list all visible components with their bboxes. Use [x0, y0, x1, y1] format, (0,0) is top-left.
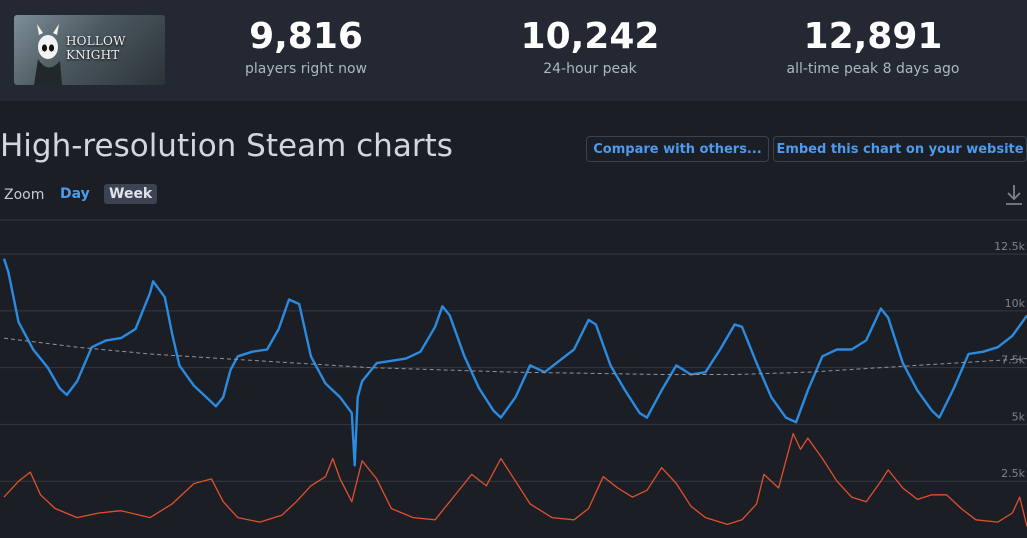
- stat-value: 10,242: [520, 16, 660, 57]
- chart-y-ticks: 2.5k 5k 7.5k 10k 12.5k: [994, 240, 1025, 480]
- stat-24h-peak: 10,242 24-hour peak: [490, 14, 690, 78]
- stat-value: 12,891: [803, 16, 943, 57]
- embed-chart-button[interactable]: Embed this chart on your website: [773, 136, 1027, 162]
- game-capsule-image[interactable]: HOLLOW KNIGHT: [14, 15, 165, 85]
- y-tick-label: 12.5k: [994, 240, 1025, 253]
- chart-series: [2, 258, 1027, 527]
- series-line-trend: [3, 337, 1027, 375]
- compare-button[interactable]: Compare with others...: [586, 136, 769, 162]
- y-tick-label: 10k: [1005, 297, 1026, 310]
- stat-players-now: 9,816 players right now: [206, 14, 406, 78]
- y-tick-label: 2.5k: [1001, 467, 1025, 480]
- capsule-logo-text: HOLLOW KNIGHT: [66, 34, 126, 62]
- chart-gridlines: [0, 219, 1027, 482]
- y-tick-label: 7.5k: [1001, 354, 1025, 367]
- stat-label: all-time peak 8 days ago: [786, 61, 960, 77]
- y-tick-label: 5k: [1012, 410, 1026, 423]
- series-line-secondary: [3, 432, 1027, 527]
- stat-label: 24-hour peak: [543, 61, 637, 77]
- chart-section-title: High-resolution Steam charts: [0, 128, 453, 164]
- zoom-label: Zoom: [4, 187, 45, 203]
- stat-all-time-peak: 12,891 all-time peak 8 days ago: [753, 14, 993, 78]
- series-line-players: [2, 258, 1027, 467]
- zoom-day-button[interactable]: Day: [60, 186, 90, 202]
- player-count-chart: 2.5k 5k 7.5k 10k 12.5k: [0, 219, 1027, 527]
- stat-label: players right now: [245, 61, 367, 77]
- knight-artwork: [34, 24, 62, 85]
- download-icon[interactable]: [1004, 183, 1024, 207]
- game-header-bar: HOLLOW KNIGHT 9,816 players right now 10…: [0, 0, 1027, 101]
- zoom-week-button[interactable]: Week: [104, 184, 158, 204]
- stat-value: 9,816: [249, 16, 363, 57]
